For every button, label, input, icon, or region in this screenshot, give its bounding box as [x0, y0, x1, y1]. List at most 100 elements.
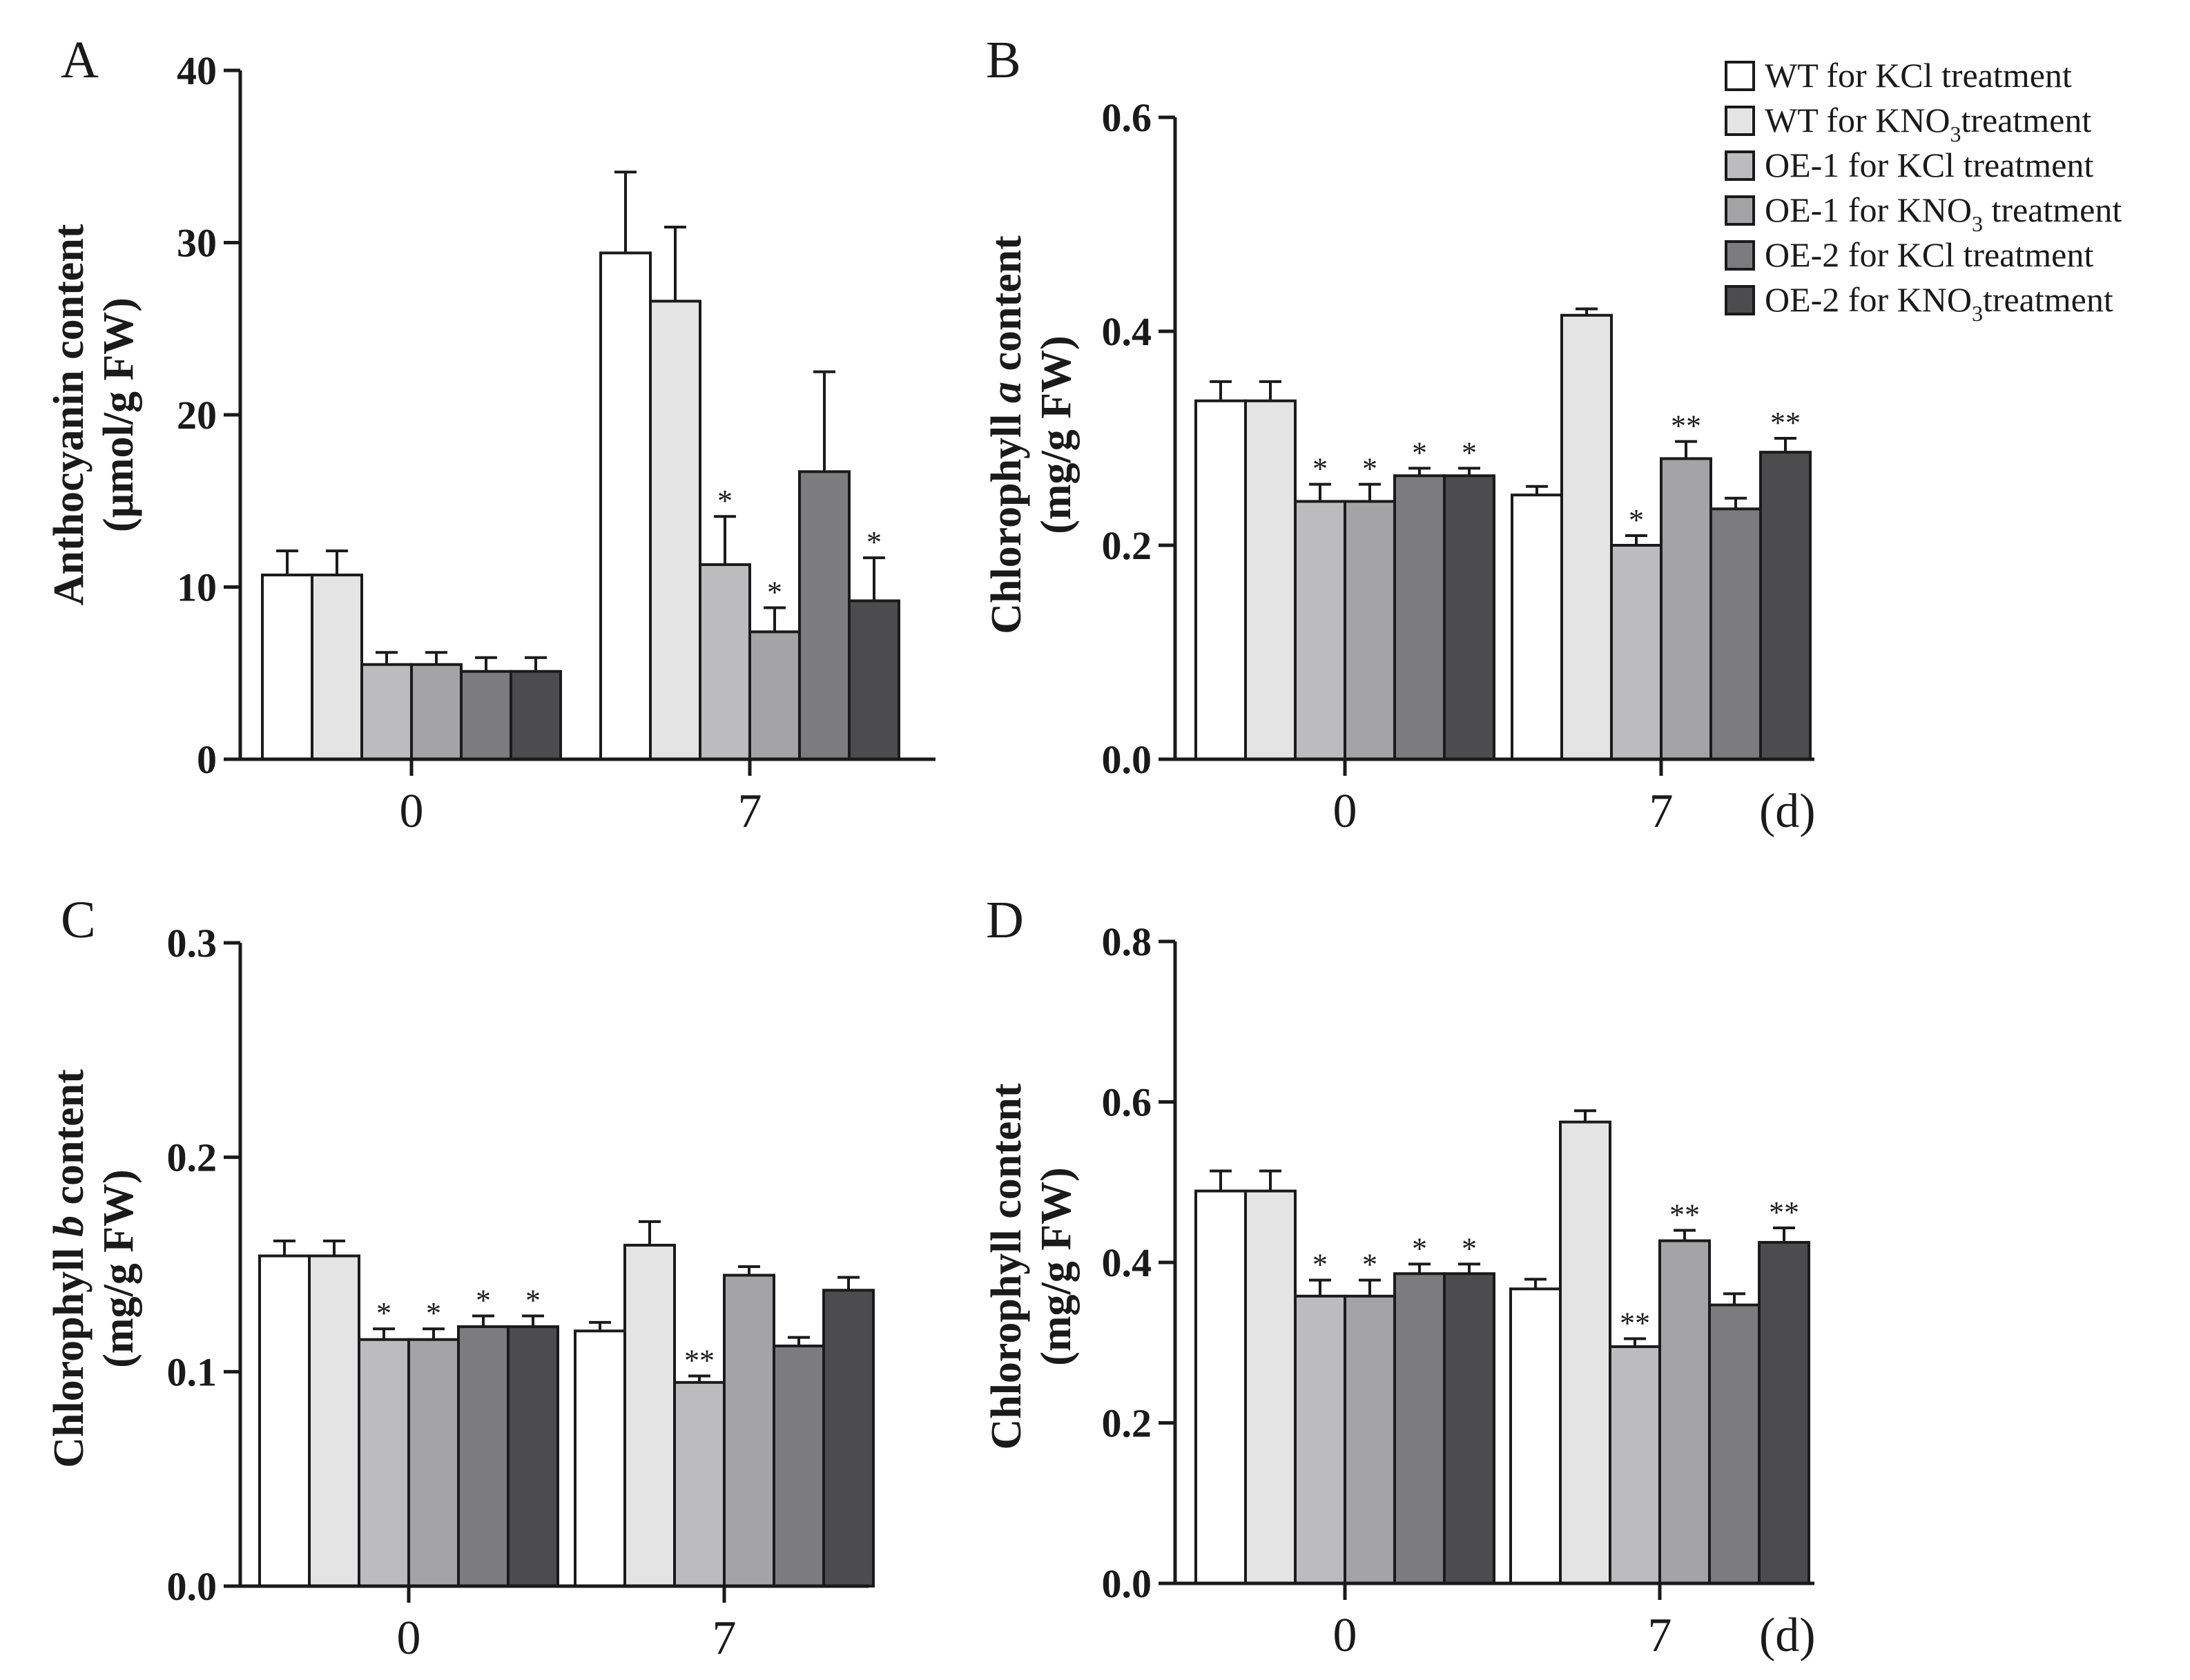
legend-swatch — [1725, 106, 1755, 136]
significance-mark: * — [476, 1284, 491, 1318]
legend-entry: OE-1 for KNO3 treatment — [1765, 191, 2122, 236]
bar — [798, 470, 851, 761]
y-axis-title: Chlorophyll content (mg/g FW) — [983, 1083, 1080, 1449]
bar — [1194, 1189, 1247, 1585]
x-unit-label: (d) — [1759, 1609, 1816, 1662]
bar — [1194, 399, 1247, 761]
y-tick-label: 0.2 — [1102, 1401, 1152, 1446]
bar — [1708, 1303, 1761, 1585]
y-axis-title-line2: (mg/g FW) — [1033, 1167, 1080, 1366]
bar — [748, 630, 801, 761]
x-tick-label: 0 — [1333, 785, 1357, 838]
y-tick-label: 30 — [177, 221, 217, 266]
bar — [510, 670, 562, 761]
bar — [1610, 544, 1663, 761]
legend-entry: OE-1 for KCl treatment — [1765, 146, 2093, 184]
significance-mark: * — [1412, 1231, 1427, 1265]
y-tick-label: 0.4 — [1102, 309, 1152, 354]
significance-mark: * — [376, 1296, 391, 1330]
y-tick-label: 0.8 — [1102, 919, 1152, 964]
panel-letter: B — [986, 31, 1021, 89]
y-tick-label: 20 — [177, 393, 217, 438]
bar — [258, 1254, 311, 1588]
panel-letter: A — [61, 31, 99, 89]
x-tick-label: 7 — [1649, 785, 1674, 838]
significance-mark: ** — [1620, 1306, 1650, 1340]
x-tick-label: 7 — [713, 1612, 737, 1665]
y-tick-label: 10 — [177, 565, 217, 610]
bar — [410, 663, 463, 761]
significance-mark: * — [1362, 1248, 1377, 1282]
significance-mark: ** — [1671, 409, 1701, 443]
bar — [1393, 474, 1446, 761]
x-tick-label: 0 — [397, 1612, 421, 1665]
bar — [457, 1325, 510, 1588]
bar — [1443, 1272, 1495, 1585]
bar — [1244, 1189, 1297, 1585]
bar — [1511, 494, 1563, 761]
significance-mark: * — [1629, 503, 1644, 537]
y-axis-title: Chlorophyll b content(mg/g FW) — [46, 1069, 142, 1468]
significance-mark: * — [525, 1284, 541, 1318]
legend-swatch — [1725, 195, 1755, 226]
y-axis-title: Chlorophyll a content(mg/g FW) — [983, 235, 1080, 634]
significance-mark: * — [866, 525, 882, 559]
bar — [1759, 451, 1812, 761]
bar — [311, 574, 363, 761]
bar — [1709, 507, 1762, 761]
bar — [261, 574, 313, 761]
significance-mark: * — [1312, 452, 1328, 486]
y-axis-title-line1: Anthocyanin content — [46, 224, 93, 605]
bar — [1560, 313, 1613, 761]
y-tick-label: 0.3 — [167, 921, 217, 966]
x-tick-label: 0 — [1333, 1609, 1357, 1662]
bar — [1344, 500, 1396, 761]
y-tick-label: 0.0 — [1102, 737, 1152, 782]
legend-swatch — [1725, 285, 1755, 315]
legend-entry: OE-2 for KCl treatment — [1765, 235, 2093, 274]
bar — [723, 1273, 775, 1588]
x-tick-label: 7 — [1648, 1609, 1672, 1662]
bar — [1609, 1345, 1661, 1585]
bar — [574, 1329, 626, 1588]
y-axis-title-line2: (μmol/g FW) — [95, 297, 142, 532]
bar — [460, 670, 512, 761]
bar — [360, 663, 413, 761]
y-tick-label: 0.1 — [167, 1349, 217, 1394]
chart-panel-a: A * * * 0 10 20 30 40 0 7 Anthocyanin content (μmol/… — [46, 31, 936, 838]
bar — [623, 1244, 676, 1588]
significance-mark: ** — [1669, 1198, 1700, 1232]
legend-entry: WT for KNO3treatment — [1765, 101, 2091, 146]
bar — [1758, 1240, 1810, 1585]
y-axis-title: Anthocyanin content (μmol/g FW) — [46, 224, 142, 605]
x-tick-label: 0 — [400, 785, 424, 838]
bar — [507, 1325, 559, 1588]
significance-mark: * — [717, 484, 733, 518]
chart-panel-b: B* * * **** **0.00.20.40.60 7 (d)Chlorophyll a… — [983, 31, 1816, 838]
bar — [1244, 399, 1297, 761]
significance-mark: ** — [1769, 1195, 1799, 1229]
y-tick-label: 0.0 — [1102, 1561, 1152, 1606]
bar — [649, 300, 701, 761]
significance-mark: * — [1312, 1248, 1328, 1282]
significance-mark: ** — [684, 1344, 715, 1378]
significance-mark: * — [1462, 1231, 1477, 1265]
bar — [1393, 1272, 1446, 1585]
bar — [673, 1380, 726, 1588]
panel-letter: C — [61, 891, 96, 949]
chart-panel-d: D* * * ***** **0.00.20.40.60.80 7 (d)Chlorophy… — [983, 891, 1816, 1662]
bar — [1443, 474, 1495, 761]
significance-mark: * — [1362, 452, 1377, 486]
y-axis-title-line1: Chlorophyll content — [983, 1083, 1030, 1449]
legend-entry: WT for KCl treatment — [1765, 56, 2072, 95]
bar — [1660, 457, 1712, 761]
significance-mark: * — [426, 1296, 441, 1330]
significance-mark: * — [1462, 436, 1477, 469]
bar — [1509, 1287, 1562, 1585]
y-tick-label: 40 — [177, 48, 217, 93]
y-axis-title-line1: Chlorophyll a content — [983, 235, 1030, 634]
bar — [773, 1345, 825, 1588]
y-axis-title-line2: (mg/g FW) — [1033, 335, 1080, 534]
